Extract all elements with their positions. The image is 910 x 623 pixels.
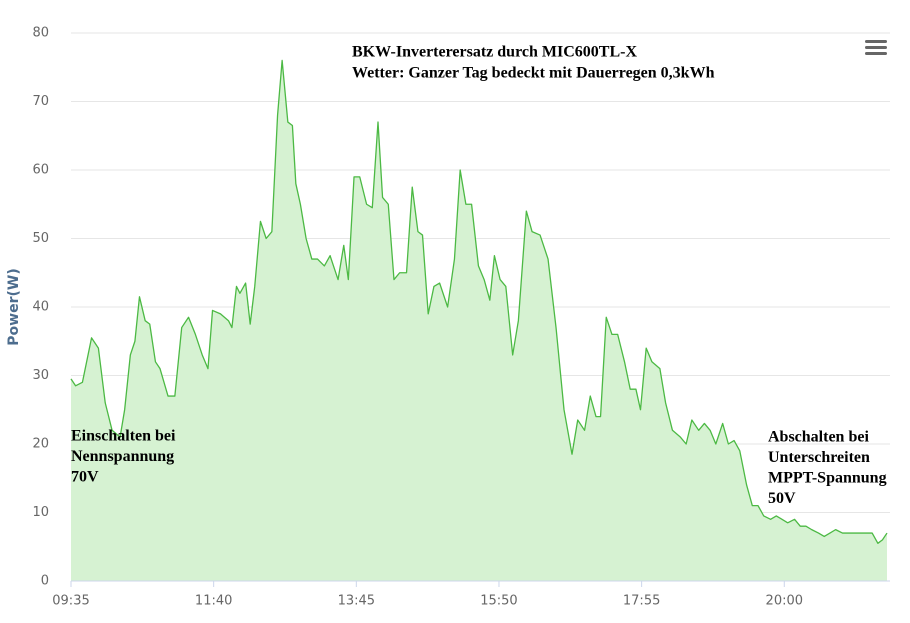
chart-title: BKW-Inverterersatz durch MIC600TL-X (352, 44, 637, 61)
annotation: Unterschreiten (768, 449, 870, 466)
menu-bar[interactable] (865, 46, 887, 49)
annotation: 50V (768, 490, 796, 507)
y-tick-label: 60 (32, 163, 49, 178)
menu-bar[interactable] (865, 40, 887, 43)
y-axis-title: Power(W) (6, 268, 22, 345)
y-tick-label: 80 (32, 26, 49, 41)
x-tick-label: 11:40 (195, 594, 232, 609)
annotation: Abschalten bei (768, 429, 869, 446)
x-tick-label: 17:55 (623, 594, 660, 609)
y-tick-label: 30 (32, 368, 49, 383)
y-tick-label: 10 (32, 505, 49, 520)
menu-bar[interactable] (865, 52, 887, 55)
annotation: Nennspannung (71, 448, 174, 465)
y-tick-label: 50 (32, 231, 49, 246)
x-tick-label: 15:50 (480, 594, 517, 609)
y-tick-label: 40 (32, 300, 49, 315)
series-line (70, 59, 888, 544)
menu-button[interactable] (862, 38, 890, 60)
annotation: Einschalten bei (71, 428, 176, 445)
x-tick-label: 13:45 (338, 594, 375, 609)
chart-subtitle: Wetter: Ganzer Tag bedeckt mit Dauerrege… (352, 65, 715, 82)
y-tick-label: 20 (32, 437, 49, 452)
annotation: MPPT-Spannung (768, 470, 887, 487)
area-fill (71, 60, 887, 581)
x-tick-label: 09:35 (52, 594, 89, 609)
annotation: 70V (71, 469, 99, 486)
y-tick-label: 0 (41, 574, 49, 589)
y-tick-label: 70 (32, 94, 49, 109)
x-tick-label: 20:00 (766, 594, 803, 609)
